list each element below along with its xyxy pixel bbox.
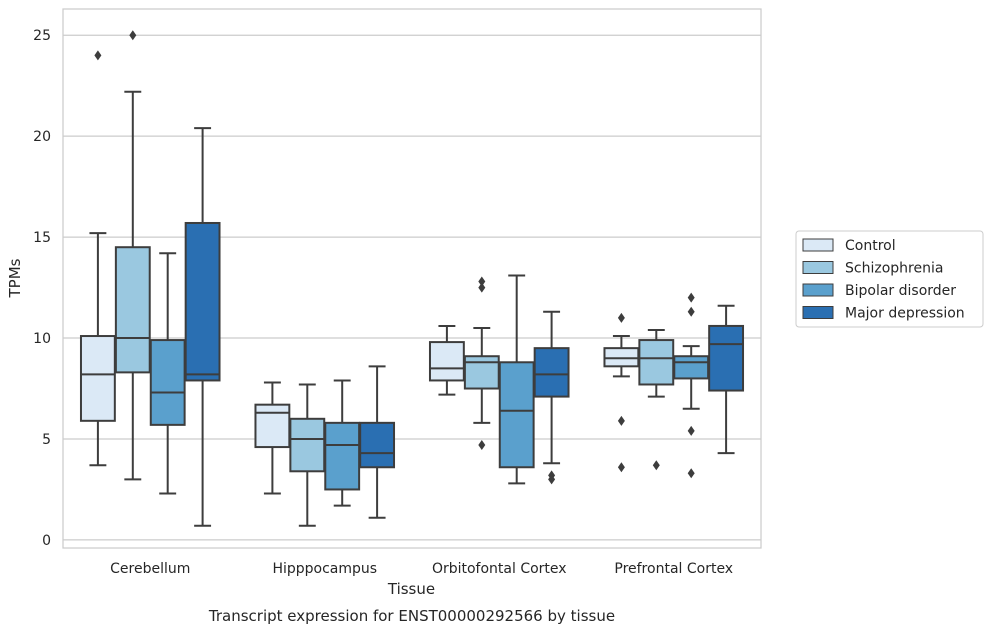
box-bipolar-disorder [324,379,361,507]
outlier-point [478,276,486,287]
legend-label: Bipolar disorder [845,283,956,299]
box-body [289,417,326,473]
box-body [533,347,570,398]
y-tick-label: 15 [33,230,51,246]
outlier-point [687,468,695,479]
box-body [324,421,361,491]
y-tick-label: 20 [33,129,51,145]
box-body [638,339,675,386]
box-major-depression [708,304,745,455]
box-bipolar-disorder [149,252,186,495]
box-control [79,50,116,467]
plot-frame [62,8,762,549]
outlier-point [617,415,625,426]
box-control [603,312,640,473]
legend-frame [795,230,984,328]
y-tick-label: 10 [33,331,51,347]
box-control [254,381,291,495]
box-body [359,421,396,469]
outlier-point [94,50,102,61]
box-schizophrenia [289,383,326,527]
x-tick-label: Cerebellum [110,561,190,577]
tick-labels: 0 5 10 15 20 25 Cerebellum Hipppocampus Orbitofo… [33,28,733,577]
box-control [428,324,465,396]
box-body [149,339,186,426]
legend-label: Major depression [845,306,965,322]
outlier-point [617,312,625,323]
box-body [708,324,745,392]
box-major-depression [184,127,221,527]
legend-swatch [802,238,834,252]
box-body [254,403,291,449]
box-body [184,221,221,382]
legend: Control Schizophrenia Bipolar disorder Majo… [795,230,984,328]
box-major-depression [533,310,570,485]
outlier-point [478,440,486,451]
box-body [673,355,710,380]
box-schizophrenia [638,328,675,471]
outlier-point [652,460,660,471]
y-tick-label: 5 [42,432,51,448]
x-axis-title: Tissue [387,580,435,598]
box-body [498,361,535,469]
outlier-point [617,462,625,473]
box-schizophrenia [463,276,500,451]
y-axis-title: TPMs [6,258,24,298]
box-bipolar-disorder [673,292,710,479]
legend-swatch [802,306,834,319]
boxes-layer [79,30,745,527]
outlier-point [548,474,556,485]
box-major-depression [359,365,396,519]
box-body [428,341,465,382]
x-tick-label: Hipppocampus [272,561,377,577]
outlier-point [687,292,695,303]
box-bipolar-disorder [498,274,535,485]
y-tick-label: 25 [33,28,51,44]
box-body [463,355,500,390]
box-body [603,347,640,368]
y-tick-label: 0 [42,533,51,549]
legend-label: Control [845,238,896,254]
outlier-point [687,425,695,436]
box-schizophrenia [114,30,151,481]
outlier-point [129,30,137,41]
gridlines [63,34,761,541]
outlier-point [687,306,695,317]
legend-swatch [802,283,834,297]
legend-swatch [802,261,834,274]
box-body [114,246,151,374]
outlier-point [478,282,486,293]
x-tick-label: Prefrontal Cortex [614,561,733,577]
chart-caption: Transcript expression for ENST0000029256… [208,607,615,625]
box-body [79,335,116,422]
x-tick-label: Orbitofontal Cortex [432,561,567,577]
legend-label: Schizophrenia [845,261,943,277]
